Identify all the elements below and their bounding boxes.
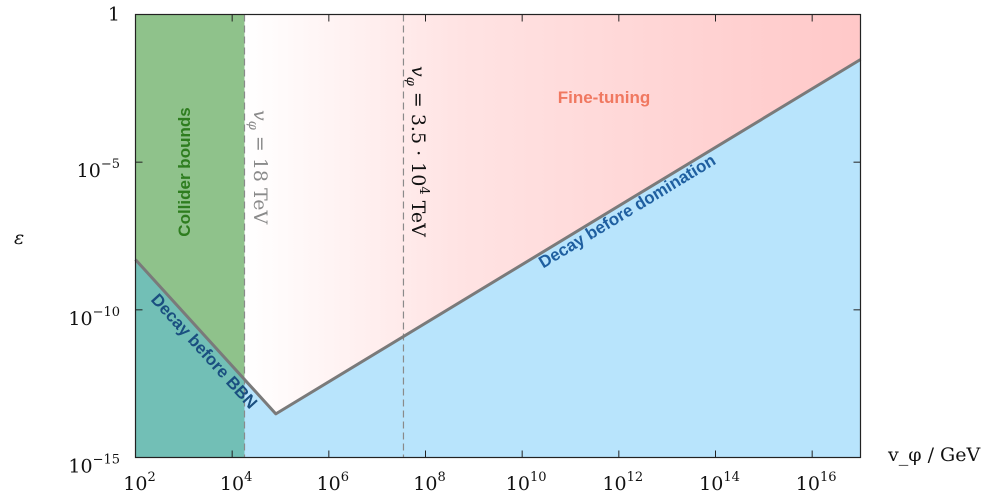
x-tick-label-6: 1014 <box>699 470 740 495</box>
x-tick-label-2: 106 <box>317 470 349 495</box>
y-tick-label-1: 10−5 <box>77 157 120 182</box>
y-tick-label-2: 10−10 <box>68 305 120 330</box>
x-axis-label: v_φ / GeV <box>887 444 980 466</box>
x-tick-label-3: 108 <box>413 470 445 495</box>
x-tick-label-4: 1010 <box>506 470 547 495</box>
decay-before-domination-region <box>244 59 861 458</box>
region-label-fine-tuning: Fine-tuning <box>558 88 651 107</box>
x-tick-label-7: 1016 <box>796 470 837 495</box>
plot-frame <box>134 13 862 459</box>
x-tick-label-5: 1012 <box>602 470 643 495</box>
decay-before-bbn-region <box>135 259 245 458</box>
y-tick-label-3: 10−15 <box>68 453 120 478</box>
region-label-collider-bounds: Collider bounds <box>175 107 194 236</box>
boundary-line <box>134 58 862 416</box>
x-tick-label-0: 102 <box>123 470 155 495</box>
y-tick-label-0: 1 <box>108 4 120 26</box>
vertical-line-label-2: vφ = 3.5 · 104 TeV <box>403 66 431 237</box>
vertical-line-label-1: vφ = 18 TeV <box>245 110 271 225</box>
y-axis-label: ε <box>14 227 24 249</box>
x-tick-label-1: 104 <box>220 470 252 495</box>
fine-tuning-region <box>244 14 861 414</box>
